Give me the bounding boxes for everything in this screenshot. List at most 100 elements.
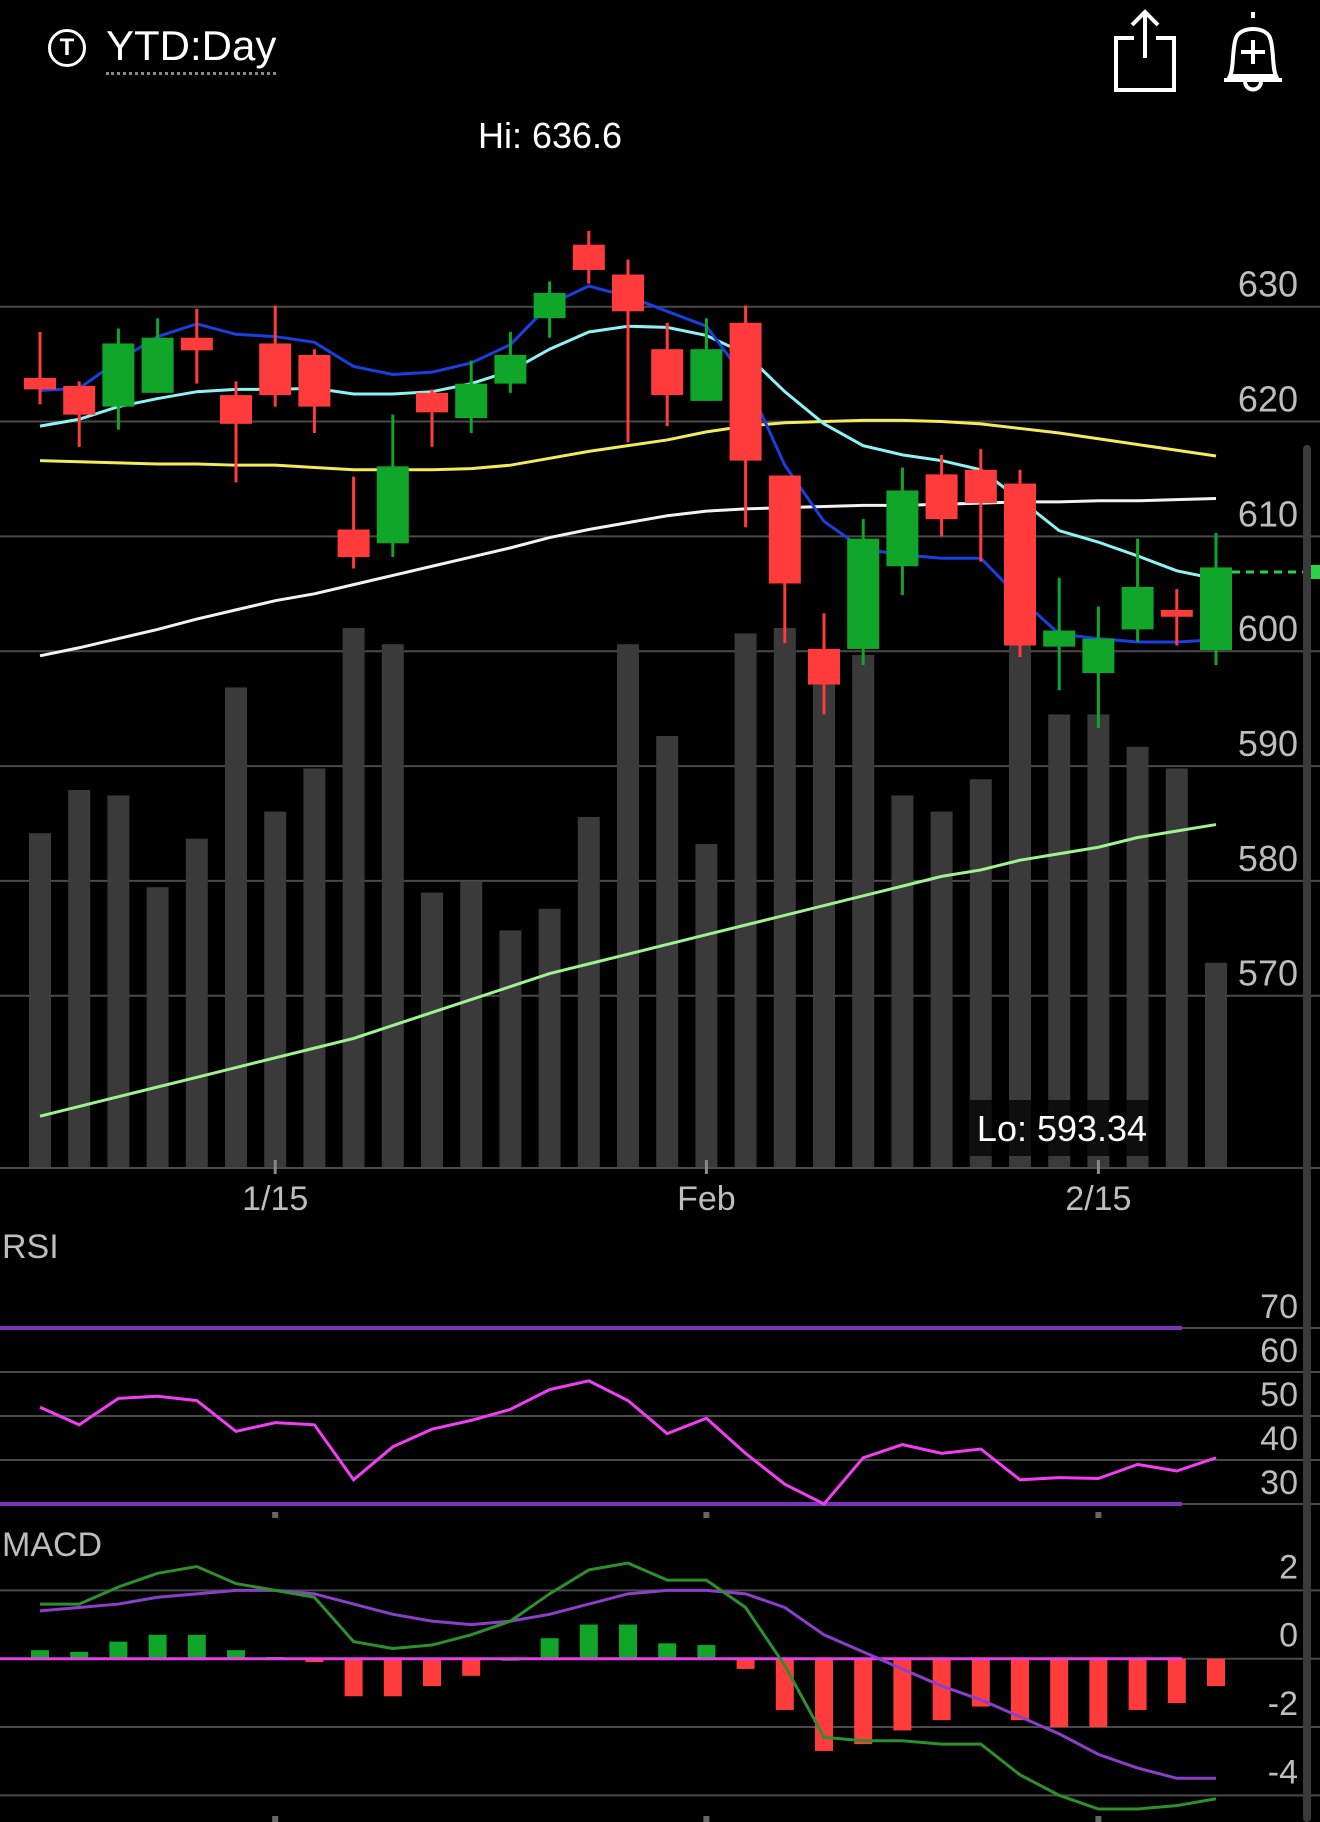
candle [925,454,958,537]
candle [533,281,566,338]
candle-body [259,343,292,396]
y-axis-label: 610 [1238,493,1298,534]
macd-histogram-bar [579,1624,598,1659]
volume-bar [656,736,679,1168]
rsi-line [39,1379,1217,1506]
candle-body [533,292,566,319]
y-axis-label: 580 [1238,838,1298,879]
volume-bar [185,838,208,1168]
lo-label-bg [970,1100,1156,1156]
macd-histogram-bar [1128,1658,1147,1710]
candle-body [768,475,801,584]
candle [63,381,96,447]
macd-y-label: 2 [1279,1548,1298,1586]
rsi-y-label: 70 [1260,1288,1298,1326]
macd-histogram-bar [31,1650,49,1659]
candle [1082,606,1115,729]
rsi-y-label: 50 [1260,1376,1298,1414]
candle [612,259,644,443]
candle [1043,577,1076,691]
macd-chart[interactable]: MACD 2 0 -2 -4 [0,1518,1320,1822]
hi-label: Hi: 636.6 [478,115,622,156]
candle-body [1004,483,1036,646]
candle-body [494,354,527,384]
candle [964,449,997,562]
macd-histogram-bar [736,1658,755,1669]
ma-200-line [39,496,1217,658]
macd-y-label: -2 [1268,1685,1298,1723]
candle [141,318,174,393]
candle-body [572,244,605,270]
macd-histogram-bar [1167,1658,1186,1704]
volume-bar [381,644,404,1168]
candle-body [416,392,448,413]
macd-histogram-bar [893,1658,912,1731]
macd-histogram-bar [971,1658,990,1707]
candle [102,328,135,430]
volume-bar [1165,768,1188,1168]
y-axis-label: 590 [1238,723,1298,764]
volume-bar [225,687,247,1168]
macd-histogram-bar [344,1658,363,1697]
candle-body [1160,609,1193,617]
macd-histogram-bar [854,1658,873,1745]
candle-body [729,322,762,461]
volume-bar [813,676,835,1168]
macd-histogram-bar [932,1658,951,1721]
candle [886,467,919,595]
candle [220,381,252,483]
macd-histogram-bar [462,1658,481,1676]
range-selector[interactable]: YTD:Day [106,22,277,75]
macd-histogram-bar [423,1658,441,1687]
share-icon[interactable] [1110,8,1180,99]
candle [180,309,213,384]
volume-bar [29,833,51,1168]
volume-bar [538,908,561,1168]
x-axis-label: 1/15 [242,1180,308,1218]
candle-body [298,354,331,407]
candle-body [964,469,997,504]
candle-body [1200,567,1232,651]
volume-bar [264,811,287,1168]
candle-body [337,529,370,558]
macd-histogram-bar [619,1624,637,1659]
volume-ma-line [39,823,1217,1118]
candle [1200,532,1232,666]
candle-body [690,349,723,401]
candle-body [455,383,488,419]
candle [808,613,840,715]
candle-body [24,377,56,390]
volume-bar [303,768,326,1168]
ticker-icon[interactable]: T [48,29,86,67]
volume-bar [421,892,443,1168]
volume-bar [577,817,600,1168]
add-alert-icon[interactable] [1218,8,1288,99]
scrollbar[interactable] [1303,445,1311,1822]
volume-bar [342,628,365,1168]
candle-body [651,349,684,396]
volume-bar [1126,746,1149,1168]
candle-body [612,274,644,312]
macd-histogram-bar [383,1658,402,1697]
candle [572,230,605,284]
x-tick [272,1512,279,1518]
candle-body [1043,630,1076,647]
volume-bar [852,655,875,1168]
volume-bar [68,790,91,1168]
candle [298,349,331,434]
candle [259,305,292,407]
x-axis-label: Feb [677,1180,736,1218]
price-chart[interactable]: 630 620 610 600 590 580 570 1/15 Feb 2/15 Hi: 636.… [0,100,1320,1218]
candle-body [1082,638,1115,674]
volume-bar [146,887,169,1168]
rsi-title: RSI [2,1228,59,1266]
macd-histogram-bar [1207,1658,1225,1687]
macd-histogram-bar [109,1641,128,1659]
volume-bar [969,779,992,1168]
macd-y-label: 0 [1279,1617,1298,1655]
x-tick [272,1816,279,1822]
rsi-y-label: 40 [1260,1420,1298,1458]
rsi-chart[interactable]: RSI 70 60 50 40 30 [0,1218,1320,1518]
candle-body [141,337,174,393]
candle [729,305,762,528]
